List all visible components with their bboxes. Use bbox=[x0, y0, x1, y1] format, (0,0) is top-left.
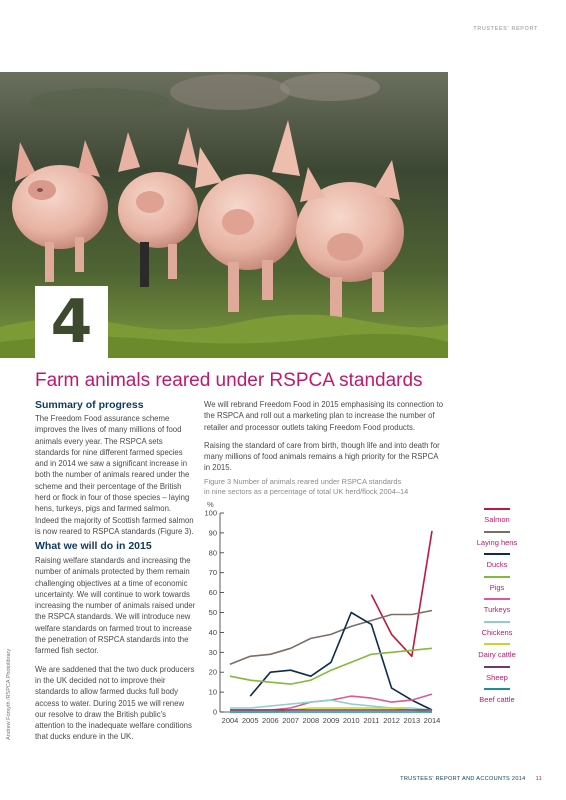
priority-paragraph: Raising the standard of care from birth,… bbox=[204, 440, 440, 473]
legend-label-pigs: Pigs bbox=[489, 582, 505, 592]
legend-item-dairy-cattle: Dairy cattle bbox=[461, 643, 533, 666]
x-tick-label-2013: 2013 bbox=[403, 716, 420, 725]
section-label: TRUSTEES' REPORT bbox=[473, 26, 538, 32]
legend-label-chickens: Chickens bbox=[481, 627, 513, 637]
x-tick-label-2008: 2008 bbox=[302, 716, 319, 725]
chapter-number: 4 bbox=[50, 287, 93, 357]
page-footer: TRUSTEES' REPORT AND ACCOUNTS 2014 11 bbox=[400, 776, 542, 782]
legend-item-sheep: Sheep bbox=[461, 665, 533, 689]
legend-swatch-laying-hens bbox=[484, 530, 510, 533]
plans-heading: What we will do in 2015 bbox=[35, 540, 152, 552]
x-tick-label-2012: 2012 bbox=[383, 716, 400, 725]
page-number: 11 bbox=[535, 776, 542, 782]
legend-item-turkeys: Turkeys bbox=[461, 598, 533, 621]
chart-legend: Salmon Laying hens Ducks Pigs Turkeys Chicken… bbox=[461, 508, 533, 711]
legend-item-laying-hens: Laying hens bbox=[461, 530, 533, 554]
x-tick-label-2004: 2004 bbox=[222, 716, 239, 725]
y-tick-label-90: 90 bbox=[209, 528, 217, 537]
legend-swatch-pigs bbox=[484, 575, 510, 578]
y-tick-label-70: 70 bbox=[209, 568, 217, 577]
y-tick-label-0: 0 bbox=[213, 708, 217, 717]
y-tick-label-40: 40 bbox=[209, 628, 217, 637]
chapter-number-box bbox=[35, 286, 108, 358]
legend-item-chickens: Chickens bbox=[461, 620, 533, 644]
legend-swatch-dairy-cattle bbox=[484, 643, 510, 645]
legend-label-beef-cattle: Beef cattle bbox=[479, 695, 515, 704]
photo-credit: Andrew Forsyth /RSPCA Photolibrary bbox=[6, 648, 12, 740]
x-tick-label-2006: 2006 bbox=[262, 716, 279, 725]
pigs-photo bbox=[0, 72, 448, 358]
legend-item-beef-cattle: Beef cattle bbox=[461, 688, 533, 711]
legend-label-salmon: Salmon bbox=[484, 515, 510, 524]
y-tick-label-50: 50 bbox=[209, 608, 217, 617]
page-title: Farm animals reared under RSPCA standard… bbox=[35, 370, 423, 391]
x-tick-label-2014: 2014 bbox=[424, 716, 441, 725]
y-tick-label-100: 100 bbox=[204, 509, 217, 518]
legend-label-dairy-cattle: Dairy cattle bbox=[478, 650, 516, 659]
rebrand-paragraph: We will rebrand Freedom Food in 2015 emp… bbox=[204, 400, 444, 432]
x-tick-label-2010: 2010 bbox=[343, 716, 360, 725]
x-tick-label-2011: 2011 bbox=[363, 716, 379, 725]
legend-swatch-chickens bbox=[484, 620, 510, 623]
series-line-ducks bbox=[249, 611, 433, 711]
y-tick-label-10: 10 bbox=[209, 688, 217, 697]
legend-item-pigs: Pigs bbox=[461, 575, 533, 599]
figure-caption-line-2: in nine sectors as a percentage of total… bbox=[204, 487, 409, 496]
figure-caption: Figure 3 Number of animals reared under … bbox=[204, 477, 454, 497]
legend-label-turkeys: Turkeys bbox=[483, 605, 511, 614]
legend-swatch-turkeys bbox=[484, 598, 510, 600]
x-tick-label-2009: 2009 bbox=[323, 716, 340, 725]
right-column-text: We will rebrand Freedom Food in 2015 emp… bbox=[204, 399, 444, 481]
summary-heading: Summary of progress bbox=[35, 399, 144, 411]
legend-item-salmon: Salmon bbox=[461, 508, 533, 531]
series-line-pigs bbox=[229, 647, 433, 685]
y-tick-label-30: 30 bbox=[209, 648, 217, 657]
y-tick-label-20: 20 bbox=[209, 668, 217, 677]
y-axis-label: % bbox=[207, 500, 214, 509]
pigs-illustration bbox=[0, 72, 448, 358]
legend-label-sheep: Sheep bbox=[486, 672, 508, 682]
legend-label-laying-hens: Laying hens bbox=[476, 537, 518, 547]
legend-item-ducks: Ducks bbox=[461, 553, 533, 576]
legend-label-ducks: Ducks bbox=[486, 560, 508, 569]
plans-text: Raising welfare standards and increasing… bbox=[35, 555, 197, 750]
legend-swatch-ducks bbox=[484, 553, 510, 555]
y-tick-label-60: 60 bbox=[209, 588, 217, 597]
x-tick-label-2007: 2007 bbox=[282, 716, 299, 725]
series-line-laying-hens bbox=[229, 609, 433, 665]
series-line-salmon bbox=[370, 530, 433, 658]
legend-swatch-salmon bbox=[484, 508, 510, 510]
figure-caption-line-1: Figure 3 Number of animals reared under … bbox=[204, 477, 402, 486]
summary-text: The Freedom Food assurance scheme improv… bbox=[35, 413, 197, 544]
legend-swatch-sheep bbox=[484, 665, 510, 668]
legend-swatch-beef-cattle bbox=[484, 688, 510, 690]
summary-paragraph: The Freedom Food assurance scheme improv… bbox=[35, 414, 194, 536]
plans-paragraph-1: Raising welfare standards and increasing… bbox=[35, 556, 196, 656]
x-tick-label-2005: 2005 bbox=[242, 716, 259, 725]
footer-text: TRUSTEES' REPORT AND ACCOUNTS 2014 bbox=[400, 776, 526, 782]
y-tick-label-80: 80 bbox=[209, 548, 217, 557]
plans-paragraph-2: We are saddened that the two duck produc… bbox=[35, 664, 195, 742]
